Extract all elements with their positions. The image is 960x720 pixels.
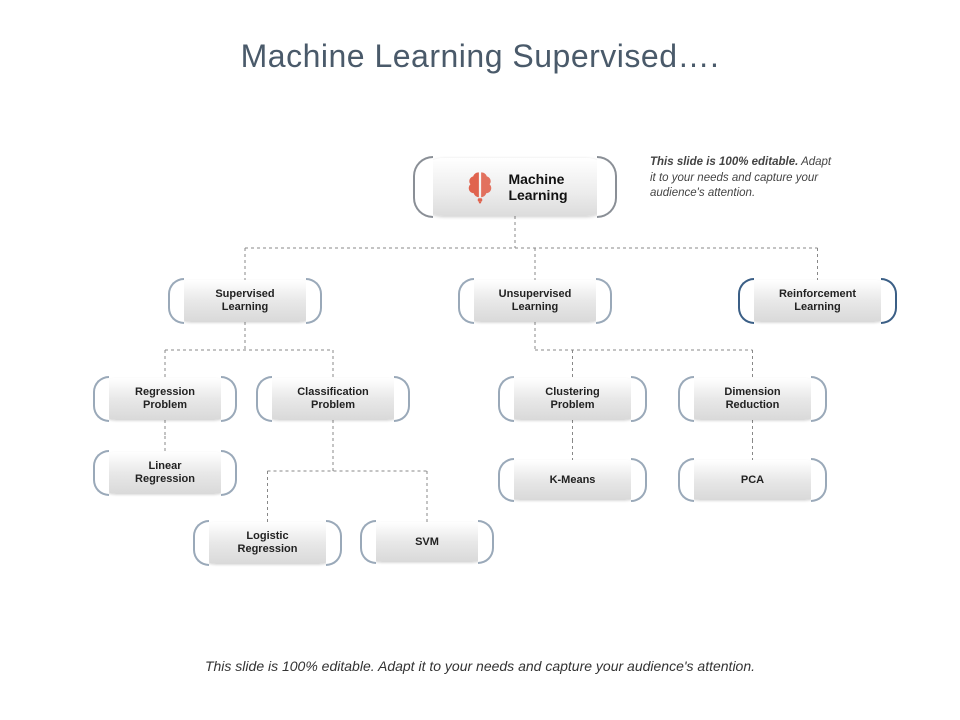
footer-note: This slide is 100% editable. Adapt it to… <box>0 658 960 674</box>
diagram-canvas: MachineLearning SupervisedLearning Unsuper… <box>0 0 960 720</box>
node-supervised: SupervisedLearning <box>170 280 320 322</box>
root-node: MachineLearning <box>415 158 615 216</box>
node-pca: PCA <box>680 460 825 500</box>
side-note: This slide is 100% editable. Adapt it to… <box>650 155 840 202</box>
node-linreg: LinearRegression <box>95 452 235 494</box>
node-label-regression: RegressionProblem <box>135 386 195 411</box>
node-logreg: LogisticRegression <box>195 522 340 564</box>
node-kmeans: K-Means <box>500 460 645 500</box>
node-label-reinforcement: ReinforcementLearning <box>779 288 856 313</box>
node-svm: SVM <box>362 522 492 562</box>
node-regression: RegressionProblem <box>95 378 235 420</box>
node-classification: ClassificationProblem <box>258 378 408 420</box>
node-label-classification: ClassificationProblem <box>297 386 369 411</box>
node-label-kmeans: K-Means <box>550 474 596 487</box>
node-unsupervised: UnsupervisedLearning <box>460 280 610 322</box>
node-label-linreg: LinearRegression <box>135 460 195 485</box>
connector-layer <box>0 0 960 720</box>
node-label-dimension: DimensionReduction <box>724 386 780 411</box>
node-label-pca: PCA <box>741 474 764 487</box>
side-note-bold: This slide is 100% editable. <box>650 156 798 168</box>
root-label: MachineLearning <box>508 171 567 203</box>
node-dimension: DimensionReduction <box>680 378 825 420</box>
node-label-supervised: SupervisedLearning <box>215 288 274 313</box>
node-reinforcement: ReinforcementLearning <box>740 280 895 322</box>
node-label-unsupervised: UnsupervisedLearning <box>499 288 572 313</box>
brain-icon <box>462 169 498 205</box>
node-label-svm: SVM <box>415 536 439 549</box>
node-label-logreg: LogisticRegression <box>238 530 298 555</box>
node-clustering: ClusteringProblem <box>500 378 645 420</box>
node-label-clustering: ClusteringProblem <box>545 386 599 411</box>
